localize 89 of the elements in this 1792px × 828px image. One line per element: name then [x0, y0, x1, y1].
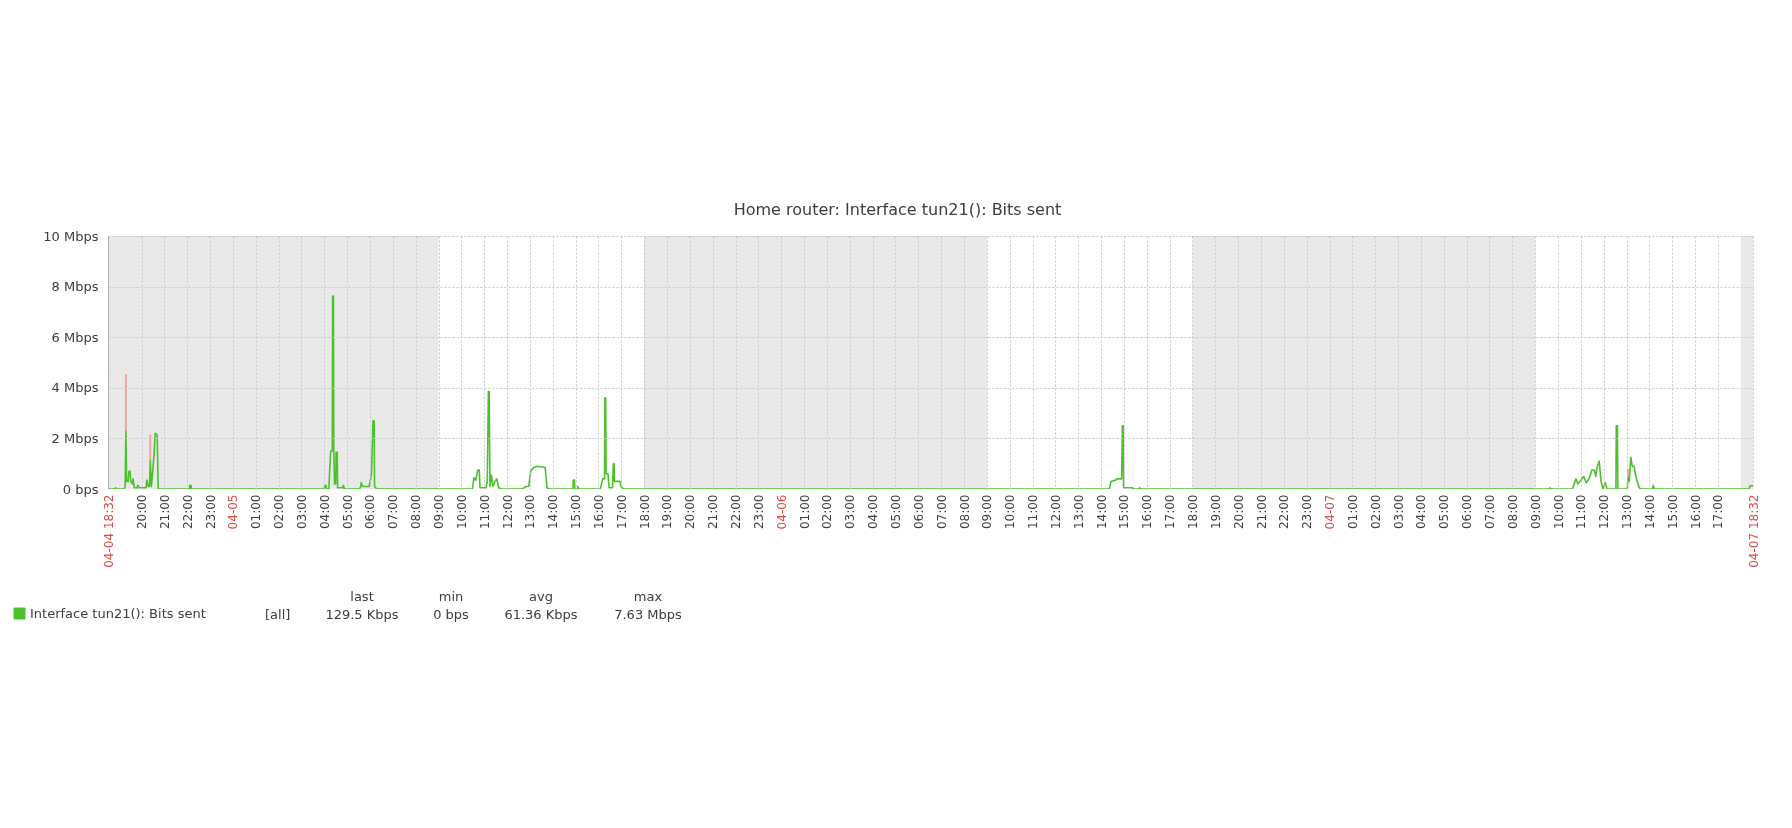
x-tick-label: 05:00: [340, 494, 355, 530]
x-tick-label: 02:00: [272, 494, 287, 530]
x-tick-label: 09:00: [432, 494, 447, 530]
x-tick-label: 15:00: [1665, 494, 1680, 530]
x-tick-label: 08:00: [409, 494, 424, 530]
x-tick-label: 02:00: [820, 494, 835, 530]
x-tick-label: 14:00: [1094, 494, 1109, 530]
x-tick-label: 12:00: [1597, 494, 1612, 530]
x-tick-label: 22:00: [1277, 494, 1292, 530]
x-tick-label: 15:00: [569, 494, 584, 530]
x-tick-label: 18:00: [1185, 494, 1200, 530]
x-tick-label: 03:00: [843, 494, 858, 530]
x-tick-label: 17:00: [1711, 494, 1726, 530]
x-tick-label: 21:00: [706, 494, 721, 530]
x-tick-label: 04:00: [317, 494, 332, 530]
x-tick-label: 08:00: [957, 494, 972, 530]
x-tick-label: 15:00: [1117, 494, 1132, 530]
x-tick-label: 07:00: [934, 494, 949, 530]
x-tick-label: 14:00: [1642, 494, 1657, 530]
x-tick-label: 18:00: [637, 494, 652, 530]
x-tick-label: 20:00: [1231, 494, 1246, 530]
x-tick-label: 13:00: [1071, 494, 1086, 530]
x-tick-label: 20:00: [683, 494, 698, 530]
x-tick-label: 23:00: [203, 494, 218, 530]
y-tick-label: 8 Mbps: [51, 279, 99, 295]
x-tick-label: 04-07: [1323, 494, 1338, 530]
x-tick-label: 10:00: [1551, 494, 1566, 530]
x-tick-label: 11:00: [1574, 494, 1589, 530]
x-tick-label: 03:00: [294, 494, 309, 530]
x-tick-label: 02:00: [1368, 494, 1383, 530]
text: 7.63 Mbps: [614, 607, 683, 622]
chart-title: Home router: Interface tun21(): Bits sent: [733, 200, 1062, 219]
x-tick-label: 01:00: [249, 494, 264, 530]
x-tick-label: 04-04 18:32: [101, 494, 116, 568]
x-tick-label: 04-05: [226, 494, 241, 530]
text: [all]: [265, 607, 291, 622]
x-tick-label: 16:00: [1688, 494, 1703, 530]
x-tick-label: 09:00: [980, 494, 995, 530]
x-tick-label: 05:00: [1437, 494, 1452, 530]
x-tick-label: 04:00: [1414, 494, 1429, 530]
text: 129.5 Kbps: [325, 607, 399, 622]
x-tick-label: 13:00: [1620, 494, 1635, 530]
x-tick-label: 04-07 18:32: [1746, 494, 1761, 568]
x-tick-label: 21:00: [1254, 494, 1269, 530]
x-tick-label: 10:00: [1003, 494, 1018, 530]
x-tick-label: 10:00: [454, 494, 469, 530]
x-tick-label: 17:00: [614, 494, 629, 530]
text: avg: [529, 589, 553, 604]
x-tick-label: 16:00: [591, 494, 606, 530]
x-tick-label: 21:00: [157, 494, 172, 530]
x-tick-label: 09:00: [1528, 494, 1543, 530]
x-tick-label: 19:00: [1208, 494, 1223, 530]
x-tick-label: 05:00: [888, 494, 903, 530]
x-tick-label: 12:00: [500, 494, 515, 530]
x-tick-label: 11:00: [477, 494, 492, 530]
x-tick-label: 07:00: [1483, 494, 1497, 530]
x-tick-label: 20:00: [135, 494, 150, 530]
x-tick-label: 06:00: [1460, 494, 1475, 530]
x-tick-label: 03:00: [1391, 494, 1406, 530]
x-tick-label: 06:00: [363, 494, 378, 530]
legend-label: Interface tun21(): Bits sent: [30, 605, 206, 621]
x-tick-label: 01:00: [1345, 494, 1360, 530]
x-tick-label: 19:00: [660, 494, 675, 530]
x-tick-label: 11:00: [1026, 494, 1041, 530]
x-tick-label: 23:00: [751, 494, 766, 530]
x-tick-label: 04:00: [866, 494, 881, 530]
x-tick-label: 12:00: [1048, 494, 1063, 530]
x-tick-label: 23:00: [1300, 494, 1315, 530]
text: 61.36 Kbps: [504, 607, 578, 622]
y-tick-label: 6 Mbps: [51, 329, 99, 345]
x-tick-label: 06:00: [911, 494, 926, 530]
text: max: [633, 589, 663, 604]
x-tick-label: 07:00: [386, 494, 401, 530]
y-tick-label: 4 Mbps: [51, 380, 99, 396]
text: 0 bps: [433, 607, 470, 622]
x-tick-label: 08:00: [1505, 494, 1520, 530]
x-tick-label: 16:00: [1140, 494, 1155, 530]
x-tick-label: 01:00: [797, 494, 812, 530]
x-tick-label: 22:00: [180, 494, 195, 530]
y-tick-label: 0 bps: [62, 481, 99, 497]
x-tick-label: 04-06: [774, 494, 789, 530]
y-tick-label: 10 Mbps: [43, 228, 99, 244]
x-tick-label: 13:00: [523, 494, 538, 530]
x-tick-label: 17:00: [1163, 494, 1178, 530]
y-tick-label: 2 Mbps: [51, 430, 99, 446]
text: last: [350, 589, 374, 604]
text: min: [438, 589, 464, 604]
x-tick-label: 22:00: [729, 494, 744, 530]
x-tick-label: 14:00: [546, 494, 561, 530]
